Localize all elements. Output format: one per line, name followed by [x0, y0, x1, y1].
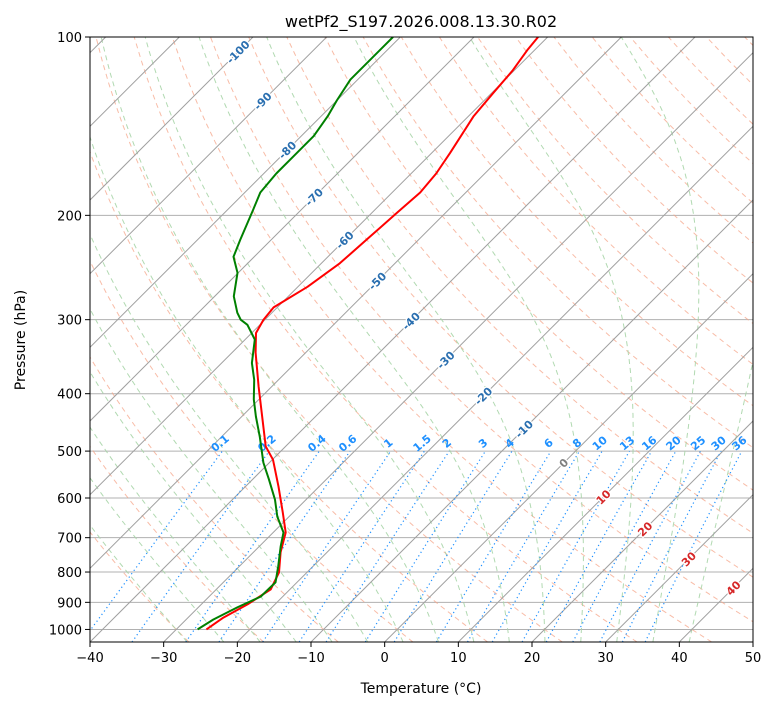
y-tick-label: 600: [57, 492, 82, 507]
x-tick-label: 40: [671, 651, 688, 666]
x-tick-label: −20: [224, 651, 251, 666]
y-tick-label: 1000: [49, 623, 82, 638]
chart-title: wetPf2_S197.2026.008.13.30.R02: [285, 12, 557, 32]
y-tick-label: 800: [57, 566, 82, 581]
x-tick-label: 20: [524, 651, 541, 666]
x-tick-label: 0: [381, 651, 389, 666]
y-tick-label: 200: [57, 209, 82, 224]
x-tick-label: 10: [450, 651, 467, 666]
y-tick-label: 300: [57, 314, 82, 329]
x-tick-label: −10: [297, 651, 324, 666]
y-tick-label: 400: [57, 388, 82, 403]
x-tick-label: −30: [150, 651, 177, 666]
y-axis-label: Pressure (hPa): [13, 290, 29, 390]
y-tick-label: 900: [57, 596, 82, 611]
x-tick-label: −40: [76, 651, 103, 666]
x-axis-label: Temperature (°C): [360, 681, 482, 697]
y-tick-label: 500: [57, 445, 82, 460]
y-tick-label: 100: [57, 31, 82, 46]
x-tick-label: 30: [597, 651, 614, 666]
x-tick-label: 50: [745, 651, 762, 666]
y-tick-label: 700: [57, 532, 82, 547]
